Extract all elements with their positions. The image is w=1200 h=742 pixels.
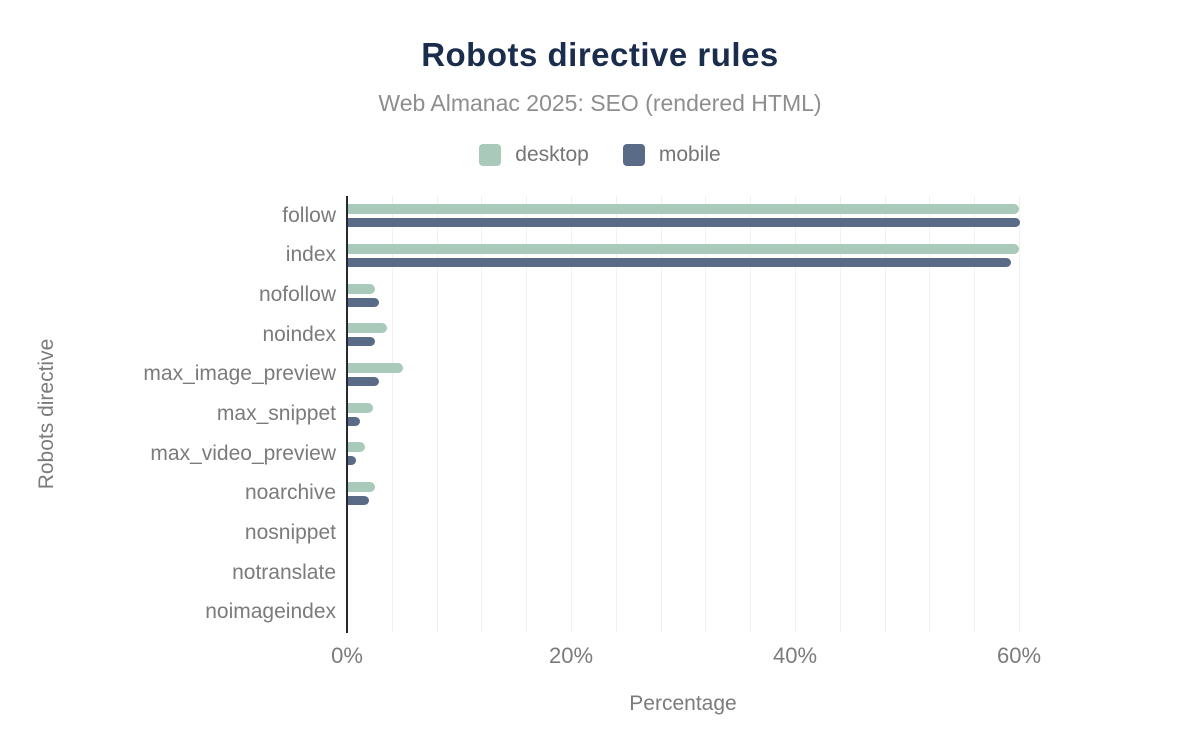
gridline-24pct bbox=[615, 196, 617, 632]
category-label-max_video_preview: max_video_preview bbox=[150, 441, 336, 465]
gridline-52pct bbox=[929, 196, 931, 632]
x-tick-label-40: 40% bbox=[772, 643, 818, 668]
gridline-60pct bbox=[1019, 196, 1020, 632]
x-tick-label-20: 20% bbox=[548, 643, 594, 668]
legend-swatch-mobile bbox=[622, 144, 645, 166]
bar-mobile-noindex bbox=[348, 337, 375, 347]
category-label-notranslate: notranslate bbox=[232, 560, 336, 584]
chart-title: Robots directive rules bbox=[421, 36, 779, 73]
category-label-noarchive: noarchive bbox=[244, 481, 336, 505]
bar-desktop-noarchive bbox=[348, 481, 375, 492]
legend-label: mobile bbox=[658, 143, 721, 166]
bar-mobile-nofollow bbox=[348, 297, 380, 307]
category-label-nofollow: nofollow bbox=[258, 283, 336, 307]
bar-desktop-max_image_preview bbox=[348, 362, 403, 373]
y-axis-line bbox=[346, 196, 348, 633]
y-axis-category-labels: follow index nofollow noindex max_image_prev… bbox=[0, 196, 336, 632]
x-axis-title: Percentage bbox=[629, 692, 737, 715]
bar-desktop-noindex bbox=[348, 323, 388, 334]
x-tick-label-60: 60% bbox=[996, 643, 1042, 668]
bar-desktop-index bbox=[348, 243, 1019, 254]
category-label-nosnippet: nosnippet bbox=[244, 520, 336, 544]
category-label-max_snippet: max_snippet bbox=[216, 402, 336, 425]
legend-swatch-desktop bbox=[479, 144, 502, 166]
category-label-max_image_preview: max_image_preview bbox=[143, 362, 336, 386]
bar-mobile-max_snippet bbox=[348, 416, 361, 426]
category-label-index: index bbox=[285, 243, 336, 267]
plot-area bbox=[347, 196, 1020, 632]
bar-mobile-index bbox=[348, 257, 1012, 267]
legend-item-mobile: mobile bbox=[622, 143, 721, 166]
bar-mobile-follow bbox=[348, 218, 1020, 228]
gridline-44pct bbox=[839, 196, 841, 632]
gridline-8pct bbox=[436, 196, 438, 632]
legend-label: desktop bbox=[515, 143, 589, 166]
legend: desktop mobile bbox=[0, 144, 1200, 166]
gridline-16pct bbox=[526, 196, 528, 632]
gridline-12pct bbox=[481, 196, 483, 632]
legend-item-desktop: desktop bbox=[479, 144, 589, 166]
bar-mobile-max_image_preview bbox=[348, 376, 380, 386]
bar-mobile-max_video_preview bbox=[348, 456, 356, 466]
gridline-20pct bbox=[571, 196, 572, 632]
bar-desktop-max_video_preview bbox=[348, 442, 365, 453]
bar-desktop-nofollow bbox=[348, 283, 375, 294]
gridline-48pct bbox=[884, 196, 886, 632]
category-label-noindex: noindex bbox=[262, 322, 336, 346]
chart-subtitle: Web Almanac 2025: SEO (rendered HTML) bbox=[378, 90, 822, 116]
gridline-36pct bbox=[750, 196, 752, 632]
x-tick-label-0: 0% bbox=[331, 643, 363, 668]
gridline-4pct bbox=[391, 196, 393, 632]
category-label-follow: follow bbox=[282, 203, 336, 227]
bar-desktop-max_snippet bbox=[348, 402, 373, 413]
gridline-56pct bbox=[974, 196, 976, 632]
gridline-28pct bbox=[660, 196, 662, 632]
gridline-40pct bbox=[795, 196, 796, 632]
category-label-noimageindex: noimageindex bbox=[205, 600, 336, 624]
bar-desktop-follow bbox=[348, 204, 1019, 215]
gridline-32pct bbox=[705, 196, 707, 632]
bar-mobile-noarchive bbox=[348, 495, 370, 505]
